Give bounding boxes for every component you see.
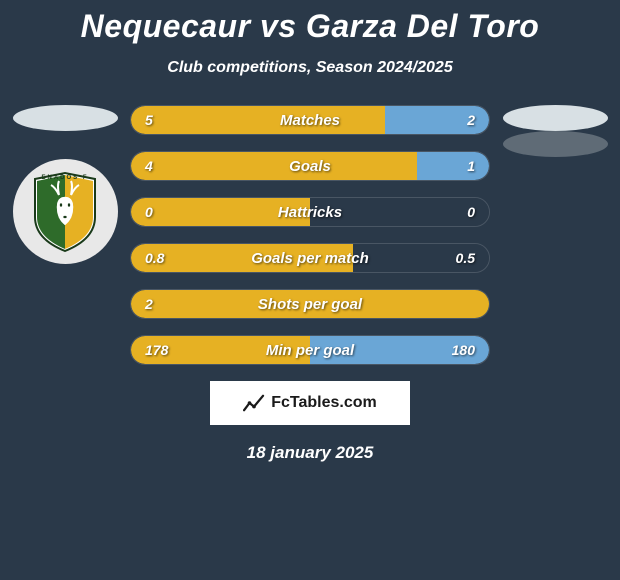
bar-right-fill	[310, 336, 489, 364]
subtitle: Club competitions, Season 2024/2025	[0, 59, 620, 77]
bar-right-fill	[310, 198, 489, 226]
content-area: ENADOS F Matches52 Goals41 Hattricks00 Goal…	[0, 105, 620, 365]
bar-left-fill	[131, 106, 385, 134]
bar-left-fill	[131, 152, 417, 180]
attribution-badge: FcTables.com	[210, 381, 410, 425]
stats-bars: Matches52 Goals41 Hattricks00 Goals per mat…	[130, 105, 490, 365]
bar-left-fill	[131, 198, 310, 226]
attribution-text: FcTables.com	[271, 394, 377, 412]
stat-row: Matches52	[130, 105, 490, 135]
date-text: 18 january 2025	[0, 443, 620, 463]
right-team-ellipse-bottom	[503, 131, 608, 157]
left-team-ellipse	[13, 105, 118, 131]
right-column	[490, 105, 620, 365]
page-title: Nequecaur vs Garza Del Toro	[0, 0, 620, 45]
badge-text: ENADOS F	[29, 175, 101, 181]
badge-shield: ENADOS F	[29, 171, 101, 253]
bar-right-fill	[353, 244, 489, 272]
left-team-badge: ENADOS F	[13, 159, 118, 264]
bar-right-fill	[385, 106, 489, 134]
stat-row: Min per goal178180	[130, 335, 490, 365]
stat-row: Goals41	[130, 151, 490, 181]
bar-right-fill	[417, 152, 489, 180]
chart-icon	[243, 394, 265, 412]
bar-left-fill	[131, 290, 489, 318]
stat-row: Goals per match0.80.5	[130, 243, 490, 273]
left-column: ENADOS F	[0, 105, 130, 365]
bar-left-fill	[131, 244, 353, 272]
shield-icon	[29, 171, 101, 253]
right-team-ellipse-top	[503, 105, 608, 131]
stat-row: Hattricks00	[130, 197, 490, 227]
bar-left-fill	[131, 336, 310, 364]
stat-row: Shots per goal2	[130, 289, 490, 319]
